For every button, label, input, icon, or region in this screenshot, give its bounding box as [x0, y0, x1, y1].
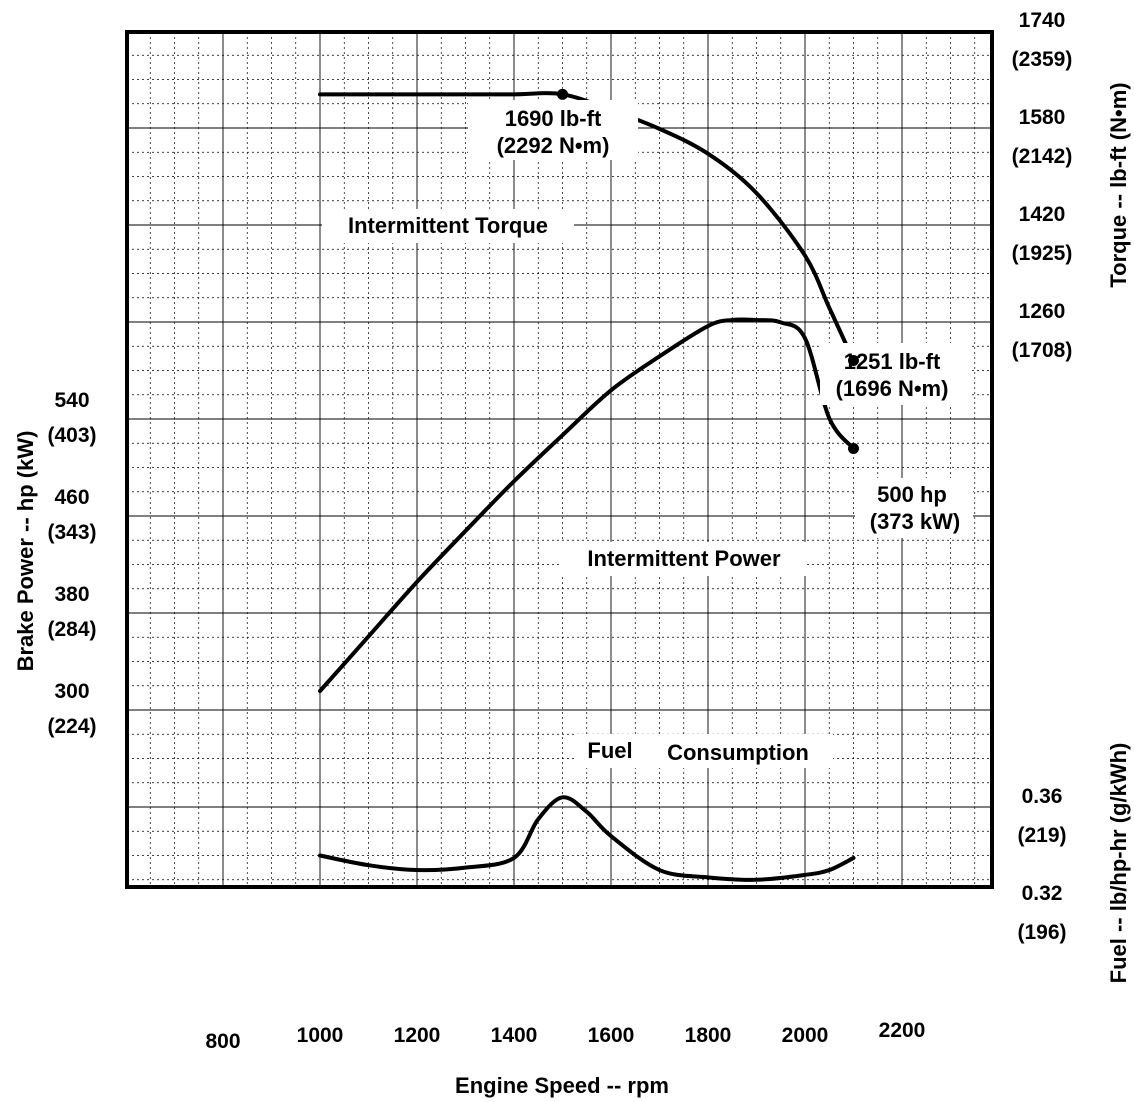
- x-tick-label: 1000: [297, 1024, 344, 1047]
- left-tick-sublabel: (343): [47, 521, 96, 544]
- torque-marker: [557, 88, 568, 100]
- svg-text:(1696 N•m): (1696 N•m): [836, 376, 949, 401]
- x-tick-label: 1800: [685, 1024, 732, 1047]
- torque-tick-label: 1740: [1019, 9, 1066, 32]
- svg-text:1251 lb-ft: 1251 lb-ft: [844, 349, 941, 374]
- left-tick-label: 540: [54, 389, 89, 412]
- right-fuel-axis-title: Fuel -- lb/hp-hr (g/kWh): [1106, 743, 1131, 984]
- left-tick-label: 380: [54, 583, 89, 606]
- x-tick-label: 2000: [782, 1024, 829, 1047]
- svg-text:(2292 N•m): (2292 N•m): [497, 133, 610, 158]
- torque-tick-sublabel: (2359): [1012, 48, 1073, 71]
- left-axis-title: Brake Power -- hp (kW): [13, 431, 38, 672]
- svg-text:(373 kW): (373 kW): [870, 509, 960, 534]
- torque-tick-sublabel: (1708): [1012, 339, 1073, 362]
- x-axis-title: Engine Speed -- rpm: [455, 1073, 669, 1098]
- right-torque-axis-title: Torque -- lb-ft (N•m): [1106, 82, 1131, 287]
- torque-tick-label: 1580: [1019, 106, 1066, 129]
- markers: [557, 88, 859, 454]
- power-marker: [848, 443, 859, 454]
- x-tick-label: 1200: [394, 1024, 441, 1047]
- left-tick-label: 460: [54, 486, 89, 509]
- left-tick-sublabel: (403): [47, 424, 96, 447]
- annotation-torque-end: 1251 lb-ft (1696 N•m): [820, 343, 970, 405]
- fuel-tick-label: 0.32: [1022, 882, 1063, 905]
- left-tick-sublabel: (224): [47, 715, 96, 738]
- x-tick-label: 800: [205, 1030, 240, 1053]
- svg-text:1690 lb-ft: 1690 lb-ft: [505, 106, 602, 131]
- right-torque-axis-ticks: 1740 (2359) 1580 (2142) 1420 (1925) 1260 (1708): [1012, 9, 1073, 362]
- svg-text:Consumption: Consumption: [667, 740, 809, 765]
- torque-marker: [848, 354, 859, 366]
- x-tick-label: 1600: [588, 1024, 635, 1047]
- svg-text:500 hp: 500 hp: [877, 482, 947, 507]
- torque-tick-sublabel: (1925): [1012, 242, 1073, 265]
- right-fuel-axis-ticks: 0.36 (219) 0.32 (196): [1017, 785, 1066, 944]
- x-tick-label: 1400: [491, 1024, 538, 1047]
- curve-label-power: Intermittent Power: [562, 542, 806, 576]
- fuel-tick-label: 0.36: [1022, 785, 1063, 808]
- series-power-line: [318, 317, 856, 693]
- annotation-torque-peak: 1690 lb-ft (2292 N•m): [468, 100, 638, 160]
- fuel-tick-sublabel: (196): [1017, 921, 1066, 944]
- fuel-tick-sublabel: (219): [1017, 824, 1066, 847]
- x-tick-label: 2200: [879, 1019, 926, 1042]
- x-axis-ticks: 800 1000 1200 1400 1600 1800 2000 2200: [205, 1019, 925, 1053]
- svg-text:Fuel: Fuel: [587, 738, 632, 763]
- curve-label-fuel: Fuel Consumption: [577, 734, 833, 768]
- torque-tick-sublabel: (2142): [1012, 145, 1073, 168]
- left-axis-ticks: 540 (403) 460 (343) 380 (284) 300 (224): [47, 389, 96, 738]
- series-fuel-line: [318, 795, 856, 882]
- curve-label-torque: Intermittent Torque: [322, 209, 574, 243]
- left-tick-label: 300: [54, 680, 89, 703]
- left-tick-sublabel: (284): [47, 618, 96, 641]
- svg-text:Intermittent Power: Intermittent Power: [587, 546, 781, 571]
- grid-minor: [127, 32, 992, 887]
- annotation-power-end: 500 hp (373 kW): [855, 478, 973, 538]
- torque-tick-label: 1420: [1019, 203, 1066, 226]
- plot-frame: [125, 30, 994, 889]
- torque-tick-label: 1260: [1019, 300, 1066, 323]
- svg-text:Intermittent Torque: Intermittent Torque: [348, 213, 548, 238]
